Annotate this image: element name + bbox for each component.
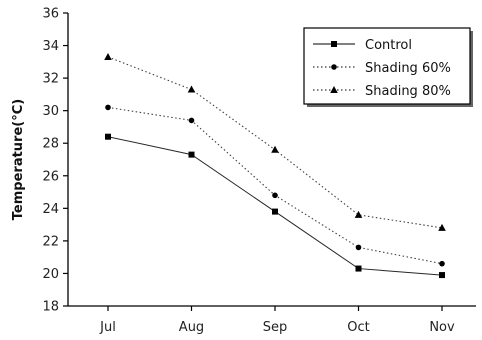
y-tick-label: 20 xyxy=(42,267,59,282)
data-point-square xyxy=(272,208,278,215)
data-point-triangle xyxy=(187,85,196,93)
y-tick-label: 32 xyxy=(42,72,59,87)
y-tick-label: 18 xyxy=(42,300,59,315)
axes xyxy=(67,13,476,307)
data-point-circle xyxy=(439,260,445,267)
y-tick-label: 36 xyxy=(42,7,59,22)
x-tick-label: Oct xyxy=(347,320,369,335)
data-point-circle xyxy=(105,104,111,111)
data-point-square xyxy=(355,265,362,272)
y-tick-label: 24 xyxy=(42,202,59,217)
data-point-triangle xyxy=(354,210,363,218)
legend-label: Shading 80% xyxy=(365,84,451,99)
x-tick-label: Jul xyxy=(99,320,116,335)
series-shading-80- xyxy=(104,52,446,231)
y-tick-label: 26 xyxy=(42,169,59,184)
data-point-square xyxy=(105,133,111,140)
data-point-triangle xyxy=(104,52,112,60)
legend: Control Shading 60% Shading 80% xyxy=(303,27,473,107)
series-layer xyxy=(104,52,446,279)
data-point-circle xyxy=(272,192,278,199)
series-control xyxy=(105,133,445,279)
y-tick-label: 28 xyxy=(42,137,59,152)
data-point-circle xyxy=(188,117,195,124)
legend-label: Control xyxy=(365,38,412,53)
legend-entry: Shading 60% xyxy=(313,61,451,76)
data-point-triangle xyxy=(330,86,338,93)
legend-entry: Control xyxy=(313,38,412,53)
y-tick-label: 30 xyxy=(42,104,59,119)
y-axis-title: Temperature(°C) xyxy=(11,99,26,220)
x-tick-label: Sep xyxy=(263,320,288,335)
data-point-circle xyxy=(331,64,337,70)
y-ticks: 18 20 22 24 26 28 30 32 34 36 xyxy=(42,7,68,315)
data-point-triangle xyxy=(438,223,446,231)
data-point-circle xyxy=(355,244,362,251)
data-point-square xyxy=(439,272,445,279)
series-line xyxy=(107,106,443,265)
data-point-square xyxy=(188,151,195,158)
x-ticks: Jul Aug Sep Oct Nov xyxy=(99,306,455,335)
y-tick-label: 22 xyxy=(42,234,59,249)
y-tick-label: 34 xyxy=(42,39,59,54)
data-point-square xyxy=(331,41,337,47)
legend-entry: Shading 80% xyxy=(313,84,451,99)
data-point-triangle xyxy=(271,145,279,153)
x-tick-label: Nov xyxy=(429,320,455,335)
legend-label: Shading 60% xyxy=(365,61,451,76)
x-tick-label: Aug xyxy=(179,320,204,335)
series-shading-60- xyxy=(105,104,445,267)
